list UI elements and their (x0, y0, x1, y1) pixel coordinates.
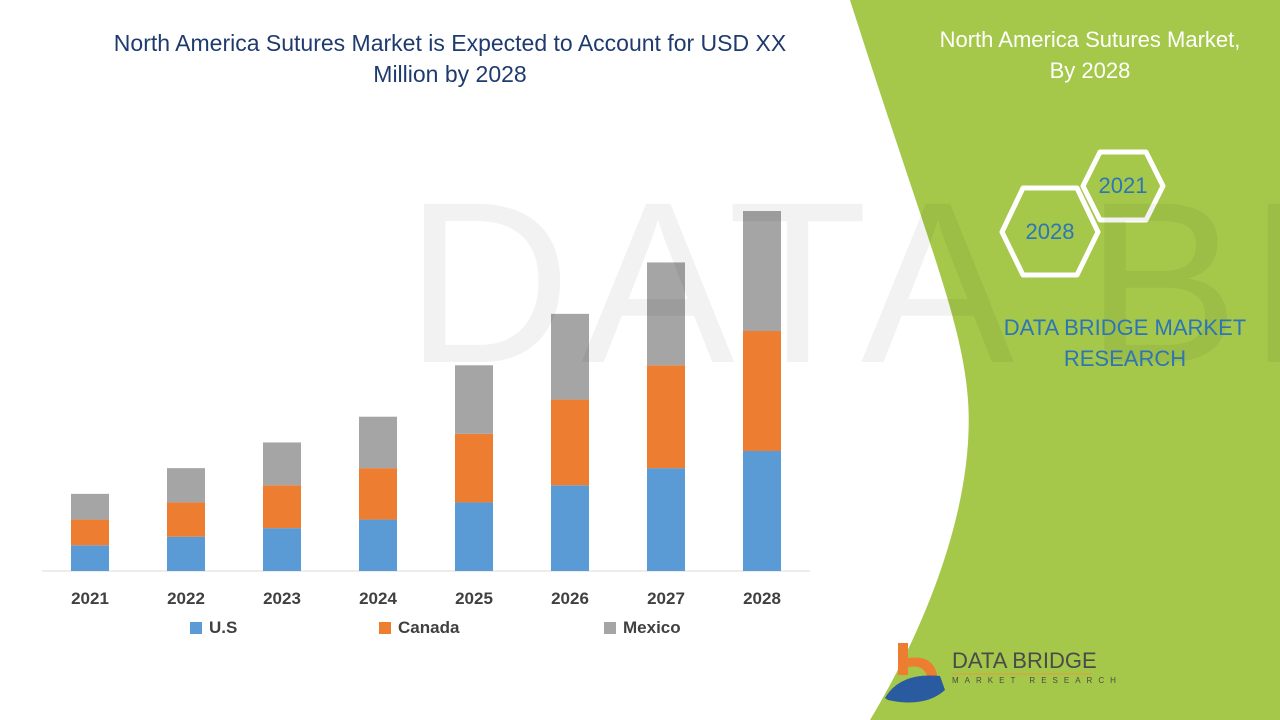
hex-label-start: 2021 (1098, 173, 1148, 198)
legend-label-mexico: Mexico (623, 618, 681, 637)
bar-us-2021 (71, 545, 109, 571)
bar-canada-2026 (551, 399, 589, 486)
x-tick-label: 2025 (455, 589, 493, 608)
x-tick-label: 2022 (167, 589, 205, 608)
legend-label-canada: Canada (398, 618, 460, 637)
bar-canada-2023 (263, 485, 301, 529)
brand-line1: DATA BRIDGE MARKET (1003, 315, 1247, 340)
x-tick-label: 2023 (263, 589, 301, 608)
x-tick-label: 2027 (647, 589, 685, 608)
legend-mexico: Mexico (604, 618, 681, 638)
bar-mexico-2023 (263, 442, 301, 486)
bar-us-2025 (455, 502, 493, 571)
legend-swatch-mexico (604, 622, 616, 634)
bar-us-2022 (167, 536, 205, 571)
logo-name: DATA BRIDGE (952, 648, 1097, 673)
bar-mexico-2028 (743, 211, 781, 331)
chart-title: North America Sutures Market is Expected… (113, 30, 787, 87)
bar-mexico-2025 (455, 365, 493, 434)
green-panel (850, 0, 1280, 720)
logo-icon (885, 643, 945, 703)
legend-swatch-us (190, 622, 202, 634)
bar-mexico-2024 (359, 416, 397, 469)
logo-tagline: MARKET RESEARCH (952, 676, 1122, 685)
bar-mexico-2021 (71, 493, 109, 520)
bars (71, 211, 781, 571)
legend-canada: Canada (379, 618, 459, 638)
side-title-line1: North America Sutures Market, (939, 27, 1241, 52)
legend-us: U.S (190, 618, 237, 638)
bar-canada-2024 (359, 468, 397, 520)
legend-label-us: U.S (209, 618, 238, 637)
brand-line2: RESEARCH (1063, 346, 1187, 371)
hex-label-end: 2028 (1025, 219, 1075, 244)
bar-canada-2021 (71, 519, 109, 546)
bar-us-2028 (743, 451, 781, 571)
bar-us-2024 (359, 519, 397, 571)
hexagon-2021 (1080, 149, 1166, 223)
x-tick-label: 2028 (743, 589, 781, 608)
side-title-line2: By 2028 (1049, 58, 1131, 83)
bar-us-2026 (551, 485, 589, 571)
brand-text: DATA BRIDGE MARKET RESEARCH (985, 312, 1265, 374)
bar-us-2027 (647, 468, 685, 571)
legend-swatch-canada (379, 622, 391, 634)
watermark: DATA BRIDGE (405, 154, 1280, 411)
bar-mexico-2027 (647, 262, 685, 366)
side-title: North America Sutures Market, By 2028 (915, 24, 1265, 86)
bar-mexico-2022 (167, 468, 205, 503)
bar-canada-2022 (167, 502, 205, 537)
bar-canada-2025 (455, 433, 493, 503)
bar-canada-2027 (647, 365, 685, 469)
bar-mexico-2026 (551, 313, 589, 400)
bar-us-2023 (263, 528, 301, 571)
x-tick-label: 2026 (551, 589, 589, 608)
x-tick-label: 2021 (71, 589, 109, 608)
x-tick-label: 2024 (359, 589, 397, 608)
bar-canada-2028 (743, 331, 781, 451)
hexagon-2028 (999, 185, 1101, 278)
